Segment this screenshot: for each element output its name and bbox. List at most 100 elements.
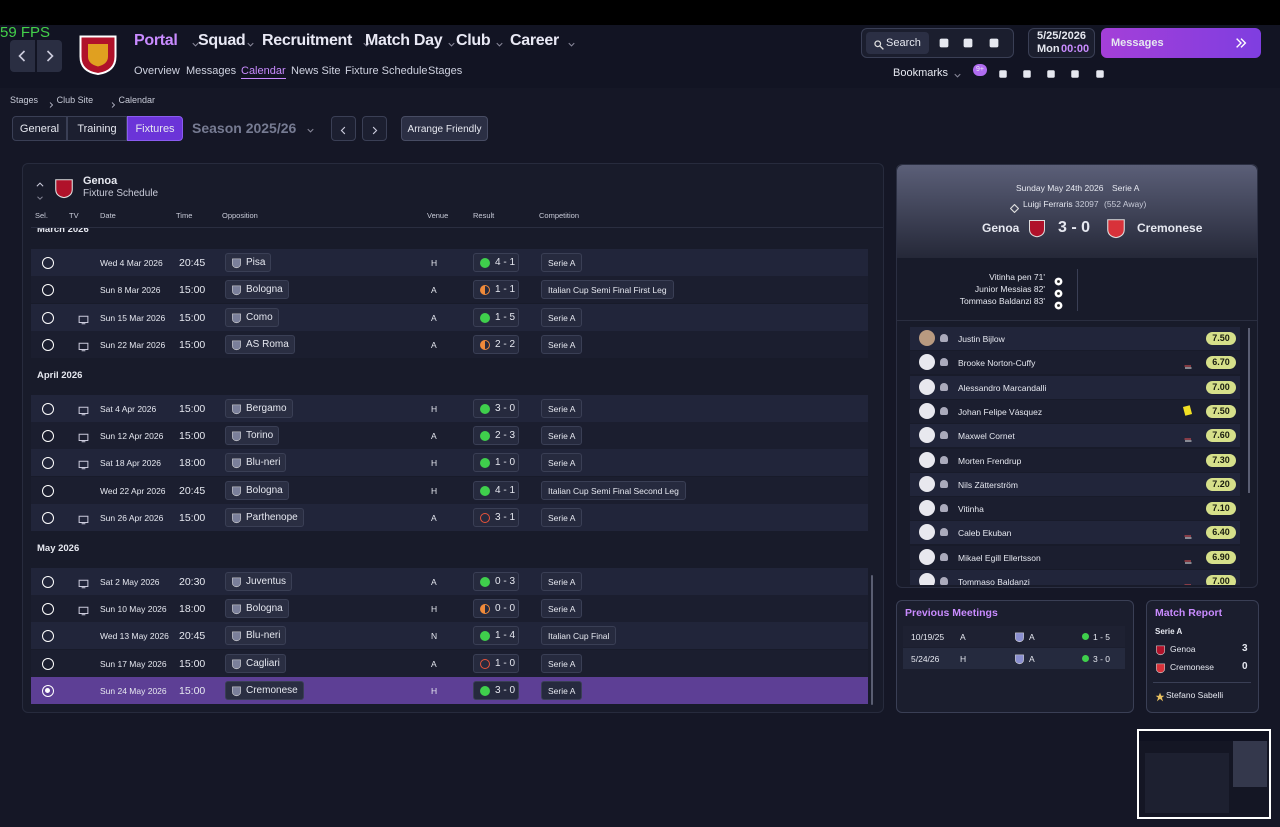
bookmark-icon[interactable] <box>997 67 1009 79</box>
select-radio[interactable] <box>42 657 54 670</box>
toolbar-icon[interactable] <box>961 36 975 50</box>
player-row[interactable]: Tommaso Baldanzi 7.00 <box>910 570 1240 585</box>
fixture-row[interactable]: Sun 15 Mar 2026 15:00 Como A 1 - 5 Serie A <box>31 303 868 331</box>
opposition-chip[interactable]: Cremonese <box>225 681 304 701</box>
tab[interactable]: Training <box>67 116 127 141</box>
player-row[interactable]: Nils Zätterström 7.20 <box>910 472 1240 496</box>
fixture-row[interactable]: Wed 22 Apr 2026 20:45 Bologna H 4 - 1 Italian… <box>31 476 868 504</box>
bookmarks[interactable]: Bookmarks <box>893 67 949 79</box>
fixture-row[interactable]: Sun 17 May 2026 15:00 Cagliari A 1 - 0 Serie … <box>31 649 868 677</box>
bookmark-icon[interactable] <box>1094 67 1106 79</box>
breadcrumb-item[interactable]: Calendar <box>118 95 156 105</box>
player-row[interactable]: Justin Bijlow 7.50 <box>910 327 1240 350</box>
season-select[interactable]: Season 2025/26 <box>192 120 297 136</box>
opposition-chip[interactable]: Pisa <box>225 253 272 272</box>
club-logo-svg <box>79 35 117 76</box>
column-header[interactable]: Date <box>100 211 116 220</box>
opposition-chip[interactable]: Bologna <box>225 280 289 300</box>
select-radio[interactable] <box>42 430 54 442</box>
sub-nav-item[interactable]: Calendar <box>241 65 286 79</box>
select-radio[interactable] <box>42 457 54 470</box>
sub-nav-item[interactable]: Overview <box>134 65 180 77</box>
sub-nav-item[interactable]: Messages <box>186 65 237 77</box>
sub-nav-item[interactable]: Stages <box>428 65 463 77</box>
opposition-chip[interactable]: Blu-neri <box>225 453 287 473</box>
select-radio[interactable] <box>42 339 54 352</box>
select-radio[interactable] <box>42 512 54 525</box>
tab[interactable]: Fixtures <box>127 116 183 141</box>
fixture-row[interactable]: Sat 2 May 2026 20:30 Juventus A 0 - 3 Serie A <box>31 567 868 595</box>
nav-item[interactable]: Career <box>510 32 559 49</box>
player-row[interactable]: Vitinha 7.10 <box>910 497 1240 521</box>
select-radio[interactable] <box>42 484 54 497</box>
bookmark-icon[interactable] <box>1045 67 1057 79</box>
opposition-chip[interactable]: Cagliari <box>225 653 286 673</box>
player-row[interactable]: Caleb Ekuban 6.40 <box>910 521 1240 545</box>
sub-nav-item[interactable]: News Site <box>291 65 341 77</box>
player-row[interactable]: Morten Frendrup 7.30 <box>910 448 1240 472</box>
column-header[interactable]: Sel. <box>35 211 48 220</box>
player-row[interactable]: Brooke Norton-Cuffy 6.70 <box>910 351 1240 375</box>
select-radio[interactable] <box>42 685 54 698</box>
team-name: Genoa <box>83 175 118 187</box>
nav-item[interactable]: Club <box>456 32 491 49</box>
player-row[interactable]: Johan Felipe Vásquez 7.50 <box>910 399 1240 423</box>
select-radio[interactable] <box>42 284 54 297</box>
column-header[interactable]: Competition <box>539 211 580 220</box>
tab[interactable]: General <box>12 116 67 141</box>
messages-button[interactable]: Messages <box>1101 28 1261 58</box>
tv-icon <box>78 512 89 525</box>
fixture-row[interactable]: Sun 26 Apr 2026 15:00 Parthenope A 3 - 1 Seri… <box>31 504 868 532</box>
arrange-friendly[interactable]: Arrange Friendly <box>401 116 488 141</box>
meeting-row[interactable] <box>903 648 1125 669</box>
fixture-row[interactable]: Sun 24 May 2026 15:00 Cremonese H 3 - 0 Serie… <box>31 677 868 705</box>
bookmark-icon[interactable] <box>1021 67 1033 79</box>
fixture-row[interactable]: Sat 18 Apr 2026 18:00 Blu-neri H 1 - 0 Serie … <box>31 449 868 477</box>
back-button[interactable] <box>10 40 35 72</box>
select-radio[interactable] <box>42 311 54 324</box>
toolbar-icon[interactable] <box>987 36 1001 50</box>
player-row[interactable]: Mikael Egill Ellertsson 6.90 <box>910 545 1240 569</box>
select-radio[interactable] <box>42 257 54 269</box>
opposition-chip[interactable]: Juventus <box>225 571 293 591</box>
select-radio[interactable] <box>42 603 54 615</box>
select-radio[interactable] <box>42 630 54 643</box>
opposition-chip[interactable]: Blu-neri <box>225 626 287 646</box>
toolbar-icon[interactable] <box>937 36 951 50</box>
opposition-chip[interactable]: Bergamo <box>225 398 293 418</box>
meeting-row[interactable] <box>903 626 1125 647</box>
nav-item[interactable]: Recruitment <box>262 32 353 49</box>
player-row[interactable]: Alessandro Marcandalli 7.00 <box>910 375 1240 399</box>
opposition-chip[interactable]: Bologna <box>225 599 289 618</box>
select-radio[interactable] <box>42 402 54 415</box>
player-row[interactable]: Maxwel Cornet 7.60 <box>910 424 1240 448</box>
sub-nav-item[interactable]: Fixture Schedule <box>345 65 428 77</box>
match-header <box>897 165 1257 258</box>
fixture-row[interactable]: Sat 4 Apr 2026 15:00 Bergamo H 3 - 0 Serie A <box>31 394 868 422</box>
bookmark-icon[interactable] <box>1069 67 1081 79</box>
column-header[interactable]: TV <box>69 211 79 220</box>
breadcrumb-item[interactable]: Stages <box>10 95 39 105</box>
opposition-chip[interactable]: Como <box>225 307 279 327</box>
nav-item[interactable]: Portal <box>134 32 178 49</box>
nav-item[interactable]: Squad <box>198 32 246 49</box>
column-header[interactable]: Time <box>176 211 193 220</box>
opposition-chip[interactable]: Bologna <box>225 480 289 500</box>
select-radio[interactable] <box>42 575 54 588</box>
column-header[interactable]: Result <box>473 211 495 220</box>
fixture-row[interactable]: Sun 12 Apr 2026 15:00 Torino A 2 - 3 Serie A <box>31 422 868 449</box>
opposition-chip[interactable]: Parthenope <box>225 508 304 528</box>
fixture-row[interactable]: Sun 8 Mar 2026 15:00 Bologna A 1 - 1 Italian … <box>31 276 868 304</box>
breadcrumb-item[interactable]: Club Site <box>56 95 94 105</box>
fixture-row[interactable]: Sun 10 May 2026 18:00 Bologna H 0 - 0 Serie A <box>31 595 868 622</box>
forward-button[interactable] <box>37 40 62 72</box>
club-crest <box>231 257 242 269</box>
opposition-chip[interactable]: Torino <box>225 426 280 445</box>
fixture-row[interactable]: Wed 13 May 2026 20:45 Blu-neri N 1 - 4 Italia… <box>31 622 868 650</box>
column-header[interactable]: Venue <box>427 211 449 220</box>
nav-item[interactable]: Match Day <box>365 32 443 49</box>
fixture-row[interactable]: Wed 4 Mar 2026 20:45 Pisa H 4 - 1 Serie A <box>31 249 868 276</box>
opposition-chip[interactable]: AS Roma <box>225 335 295 355</box>
fixture-row[interactable]: Sun 22 Mar 2026 15:00 AS Roma A 2 - 2 Serie A <box>31 331 868 359</box>
column-header[interactable]: Opposition <box>222 211 258 220</box>
